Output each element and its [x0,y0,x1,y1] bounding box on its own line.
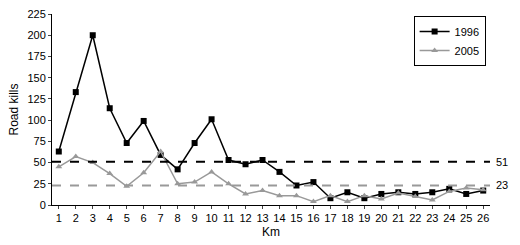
svg-text:10: 10 [205,212,217,224]
svg-text:16: 16 [307,212,319,224]
svg-text:51: 51 [496,156,508,168]
svg-text:150: 150 [27,72,45,84]
svg-text:Road kills: Road kills [7,83,21,135]
svg-text:8: 8 [175,212,181,224]
svg-text:50: 50 [34,156,46,168]
svg-text:225: 225 [27,8,45,20]
svg-text:19: 19 [358,212,370,224]
svg-text:14: 14 [273,212,285,224]
svg-text:1: 1 [56,212,62,224]
svg-text:21: 21 [392,212,404,224]
svg-text:5: 5 [124,212,130,224]
svg-text:100: 100 [27,114,45,126]
svg-text:26: 26 [477,212,489,224]
svg-text:13: 13 [256,212,268,224]
svg-text:200: 200 [27,29,45,41]
svg-text:175: 175 [27,50,45,62]
svg-text:24: 24 [443,212,455,224]
svg-text:11: 11 [223,212,234,224]
svg-text:4: 4 [107,212,113,224]
svg-text:25: 25 [34,178,46,190]
svg-text:2005: 2005 [455,45,479,57]
svg-text:17: 17 [324,212,336,224]
svg-text:15: 15 [290,212,302,224]
svg-text:0: 0 [40,199,46,211]
svg-text:2: 2 [73,212,79,224]
svg-text:25: 25 [460,212,472,224]
svg-text:18: 18 [341,212,353,224]
svg-text:9: 9 [192,212,198,224]
svg-text:Km: Km [262,225,280,239]
svg-text:3: 3 [90,212,96,224]
svg-text:23: 23 [426,212,438,224]
svg-text:125: 125 [27,93,45,105]
svg-text:20: 20 [375,212,387,224]
svg-text:6: 6 [141,212,147,224]
svg-text:12: 12 [239,212,251,224]
svg-text:22: 22 [409,212,421,224]
svg-text:1996: 1996 [455,26,479,38]
svg-text:7: 7 [158,212,164,224]
svg-text:23: 23 [496,179,508,191]
svg-text:75: 75 [34,135,46,147]
